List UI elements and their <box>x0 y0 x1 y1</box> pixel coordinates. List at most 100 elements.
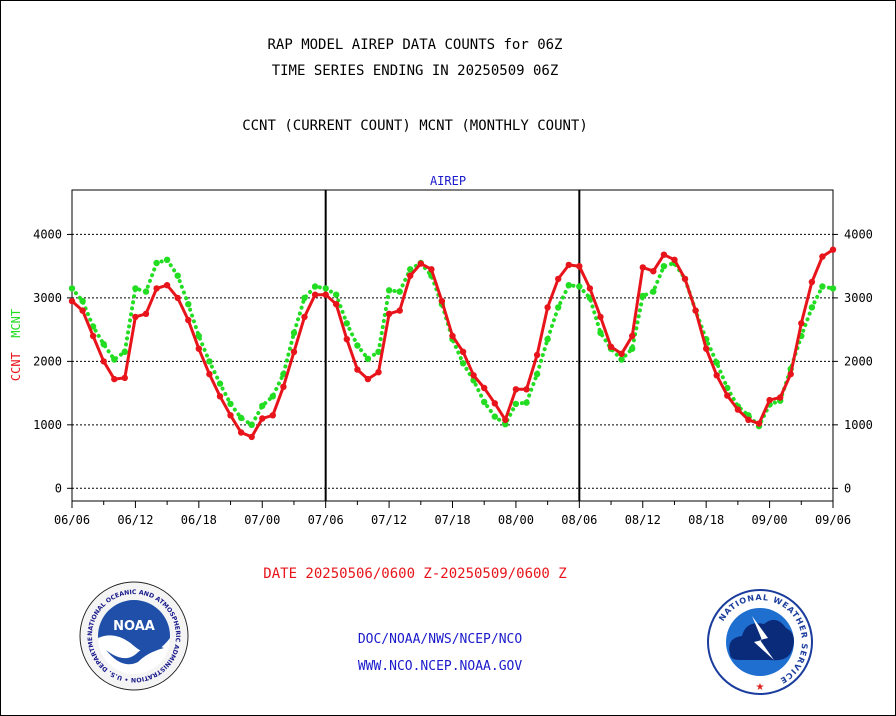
data-point-mcnt <box>100 341 107 348</box>
data-point-mcnt <box>364 355 372 362</box>
data-point-ccnt <box>311 291 319 298</box>
data-point-ccnt <box>555 275 562 283</box>
noaa-logo: NATIONAL OCEANIC AND ATMOSPHERIC ADMINIS… <box>79 581 189 691</box>
data-point-ccnt <box>808 278 816 286</box>
data-point-ccnt <box>227 412 234 419</box>
data-point-ccnt <box>290 348 298 355</box>
x-tick-label: 08/00 <box>498 513 534 527</box>
chart-subtitle: CCNT (CURRENT COUNT) MCNT (MONTHLY COUNT… <box>242 118 588 134</box>
data-point-ccnt <box>671 256 678 263</box>
data-point-ccnt <box>533 351 541 359</box>
x-tick-label: 06/06 <box>54 513 90 527</box>
data-point-ccnt <box>174 294 181 302</box>
data-point-ccnt <box>512 386 520 393</box>
y-tick-label-right: 1000 <box>844 418 873 432</box>
data-point-mcnt <box>142 288 150 295</box>
data-point-mcnt <box>301 294 308 302</box>
data-point-ccnt <box>89 332 97 340</box>
data-point-mcnt <box>89 323 97 330</box>
data-point-ccnt <box>343 336 350 343</box>
data-point-mcnt <box>576 283 583 290</box>
data-point-ccnt <box>216 393 224 400</box>
data-point-ccnt <box>237 429 245 436</box>
x-tick-label: 08/06 <box>561 513 597 527</box>
noaa-logo-text: NOAA <box>113 619 155 634</box>
data-point-mcnt <box>174 272 181 279</box>
data-point-ccnt <box>121 374 128 382</box>
data-point-mcnt <box>132 285 139 292</box>
data-point-mcnt <box>713 359 720 366</box>
chart-title-line1: RAP MODEL AIREP DATA COUNTS for 06Z <box>267 37 563 53</box>
data-point-mcnt <box>354 342 361 349</box>
data-point-ccnt <box>470 372 477 379</box>
data-point-ccnt <box>713 372 720 379</box>
data-point-ccnt <box>428 266 435 273</box>
data-point-mcnt <box>322 285 329 292</box>
org-path-text: DOC/NOAA/NWS/NCEP/NCO <box>357 632 523 647</box>
data-point-ccnt <box>280 383 287 390</box>
y-label-ccnt: CCNT <box>9 352 23 381</box>
data-point-mcnt <box>153 259 160 267</box>
data-point-mcnt <box>269 393 276 400</box>
series-line-ccnt <box>70 248 835 439</box>
y-tick-label-right: 2000 <box>844 354 873 368</box>
data-point-ccnt <box>459 348 467 355</box>
data-point-mcnt <box>555 304 562 311</box>
data-point-mcnt <box>650 288 657 295</box>
date-range-label: DATE 20250506/0600 Z-20250509/0600 Z <box>263 566 567 582</box>
x-tick-label: 07/06 <box>308 513 344 527</box>
data-point-ccnt <box>523 386 530 393</box>
svg-text:★: ★ <box>756 682 765 693</box>
data-point-ccnt <box>417 260 424 267</box>
data-point-mcnt <box>544 336 551 343</box>
data-point-ccnt <box>819 253 826 260</box>
data-point-mcnt <box>333 291 340 298</box>
data-point-ccnt <box>79 307 86 314</box>
data-point-ccnt <box>597 313 604 321</box>
data-point-ccnt <box>301 313 308 321</box>
data-point-ccnt <box>185 316 192 324</box>
y-tick-label: 1000 <box>33 418 62 432</box>
data-point-ccnt <box>629 332 636 340</box>
data-point-mcnt <box>597 329 604 336</box>
data-point-mcnt <box>639 292 646 300</box>
data-point-ccnt <box>745 416 752 423</box>
data-point-mcnt <box>385 287 393 294</box>
plot-area: 0 0 1000 1000 2000 2000 3000 3000 4000 4000 06/06 0… <box>33 189 873 527</box>
data-point-mcnt <box>491 413 498 420</box>
y-tick-label: 0 <box>55 481 62 495</box>
data-point-mcnt <box>396 288 403 295</box>
data-point-ccnt <box>68 297 76 305</box>
data-point-ccnt <box>100 358 107 365</box>
data-point-ccnt <box>142 310 150 317</box>
website-link[interactable]: WWW.NCO.NCEP.NOAA.GOV <box>357 659 523 674</box>
data-point-ccnt <box>650 268 657 275</box>
y-tick-label: 2000 <box>33 354 62 368</box>
data-point-ccnt <box>703 345 710 352</box>
y-tick-label: 4000 <box>33 227 62 241</box>
data-point-mcnt <box>121 348 128 355</box>
data-point-ccnt <box>163 282 171 289</box>
data-point-ccnt <box>724 392 731 399</box>
svg-text:CCNT MCNT: CCNT MCNT <box>9 309 23 381</box>
data-point-mcnt <box>290 329 298 336</box>
data-point-ccnt <box>607 343 615 350</box>
data-point-mcnt <box>311 283 319 290</box>
data-point-mcnt <box>79 297 86 305</box>
x-tick-label: 09/00 <box>752 513 788 527</box>
x-tick-label: 07/18 <box>434 513 470 527</box>
nws-logo: NATIONAL WEATHER SERVICE ★ <box>707 589 813 695</box>
data-point-ccnt <box>375 369 382 376</box>
data-point-ccnt <box>639 264 646 271</box>
data-point-ccnt <box>132 313 139 321</box>
data-point-mcnt <box>237 414 245 422</box>
data-point-ccnt <box>111 375 118 383</box>
data-point-mcnt <box>618 356 625 363</box>
y-tick-label-right: 4000 <box>844 227 873 241</box>
data-point-mcnt <box>375 348 382 355</box>
data-point-mcnt <box>481 398 488 406</box>
data-point-ccnt <box>364 375 372 383</box>
data-point-ccnt <box>259 415 266 422</box>
data-point-ccnt <box>354 366 361 373</box>
